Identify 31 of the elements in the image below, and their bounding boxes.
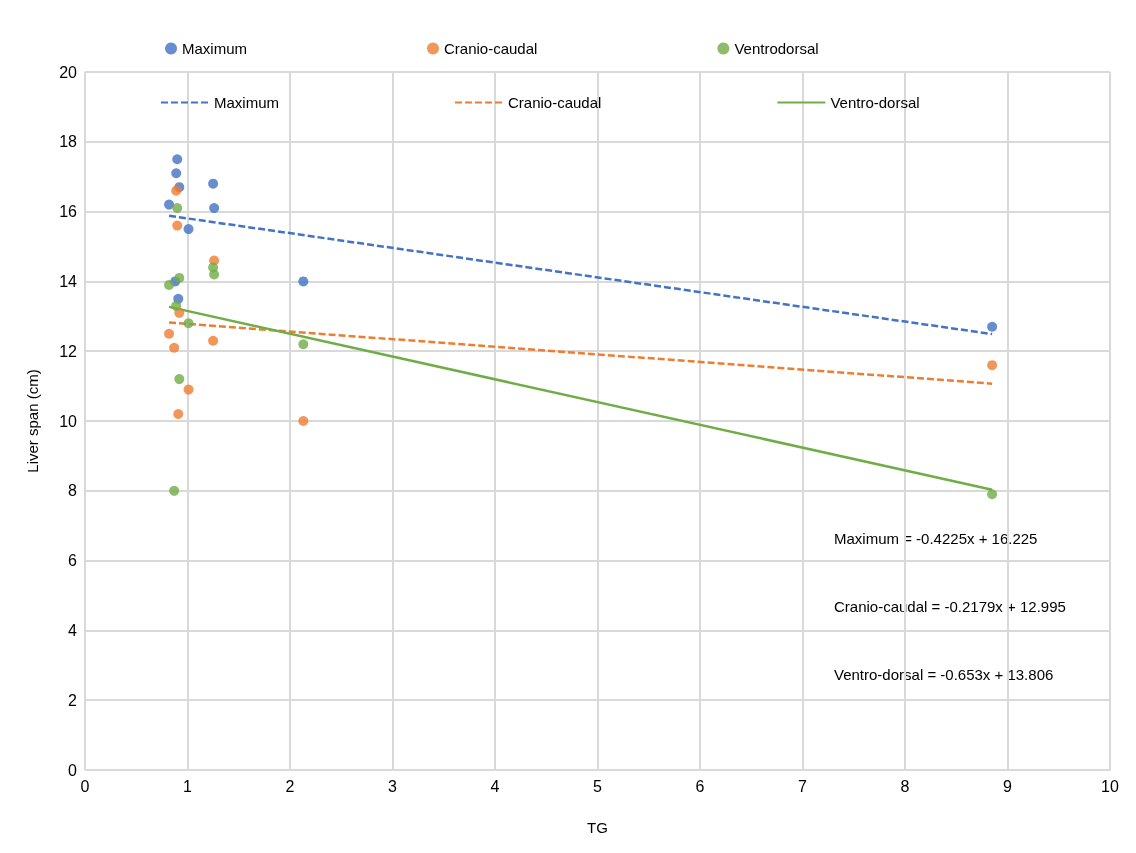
x-tick-label: 2 bbox=[285, 777, 295, 795]
y-tick-label: 4 bbox=[68, 621, 78, 639]
legend-label: Maximum bbox=[182, 40, 248, 57]
y-tick-label: 10 bbox=[59, 412, 78, 430]
y-tick-label: 8 bbox=[68, 482, 78, 500]
x-tick-label: 5 bbox=[593, 777, 603, 795]
x-tick-label: 7 bbox=[798, 777, 808, 795]
y-tick-label: 16 bbox=[59, 203, 78, 221]
legend-label: Ventrodorsal bbox=[734, 40, 819, 57]
y-axis-title: Liver span (cm) bbox=[24, 369, 41, 473]
x-tick-label: 8 bbox=[900, 777, 910, 795]
x-tick-label: 4 bbox=[490, 777, 500, 795]
x-tick-label: 1 bbox=[183, 777, 193, 795]
x-tick-label: 9 bbox=[1003, 777, 1013, 795]
x-tick-label: 6 bbox=[695, 777, 705, 795]
x-axis-title: TG bbox=[587, 819, 608, 836]
x-tick-label: 3 bbox=[388, 777, 398, 795]
legend-label: Ventro-dorsal bbox=[830, 94, 920, 111]
y-tick-label: 18 bbox=[59, 133, 78, 151]
annotation: Ventro-dorsal = -0.653x + 13.806 bbox=[834, 666, 1054, 683]
y-tick-label: 20 bbox=[59, 63, 78, 81]
x-tick-label: 10 bbox=[1101, 777, 1119, 795]
legend-label: Cranio-caudal bbox=[444, 40, 538, 57]
legend-label: Cranio-caudal bbox=[508, 94, 602, 111]
y-tick-label: 12 bbox=[59, 342, 78, 360]
y-tick-label: 0 bbox=[68, 761, 78, 779]
y-tick-label: 2 bbox=[68, 691, 78, 709]
x-tick-label: 0 bbox=[80, 777, 90, 795]
legend-label: Maximum bbox=[214, 94, 280, 111]
y-tick-label: 14 bbox=[59, 272, 78, 290]
y-tick-label: 6 bbox=[68, 552, 78, 570]
